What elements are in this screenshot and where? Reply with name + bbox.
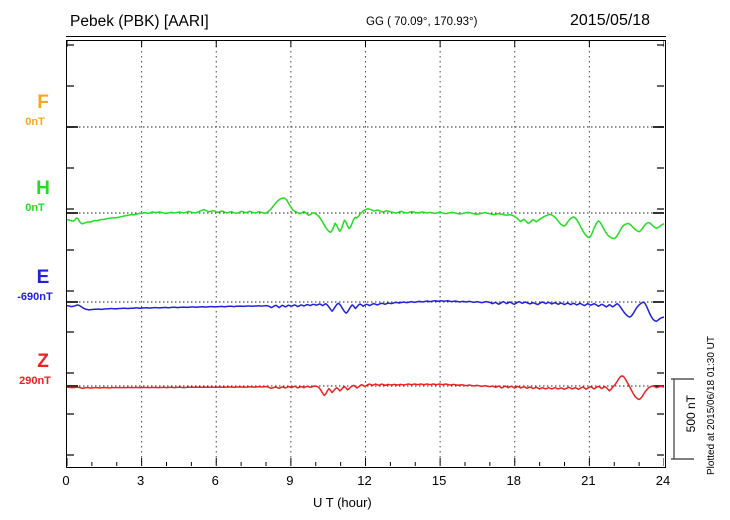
axis-baseline-value-e: -690nT: [17, 291, 53, 303]
axis-baseline-value-z: 290nT: [19, 375, 51, 387]
axis-label-e: E: [36, 267, 50, 288]
scale-bar-icon: [671, 378, 694, 460]
header-divider: [66, 36, 666, 37]
x-tick-label: 9: [286, 473, 294, 488]
x-tick-label: 18: [506, 473, 521, 488]
x-tick-label: 15: [431, 473, 447, 488]
magnetogram-svg: [67, 41, 664, 466]
axis-baseline-value-f: 0nT: [25, 116, 45, 128]
plot-timestamp: Plotted at 2015/06/18 01:30 UT: [706, 336, 717, 475]
x-tick-label: 24: [655, 473, 671, 488]
x-tick-label: 6: [211, 473, 219, 488]
axis-label-h: H: [36, 178, 50, 199]
station-title: Pebek (PBK) [AARI]: [70, 13, 209, 30]
x-tick-label: 0: [62, 473, 70, 488]
x-tick-label: 21: [581, 473, 596, 488]
magnetogram-plot-area: [66, 40, 666, 468]
axis-label-f: F: [37, 92, 49, 113]
x-tick-label: 3: [137, 473, 145, 488]
x-axis-title: U T (hour): [313, 495, 372, 510]
axis-label-z: Z: [37, 351, 49, 372]
axis-baseline-value-h: 0nT: [25, 202, 45, 214]
scale-bar-caption: 500 nT: [684, 395, 698, 433]
x-tick-label: 12: [357, 473, 372, 488]
geographic-coordinates: GG ( 70.09°, 170.93°): [366, 16, 478, 28]
observation-date: 2015/05/18: [570, 12, 651, 29]
